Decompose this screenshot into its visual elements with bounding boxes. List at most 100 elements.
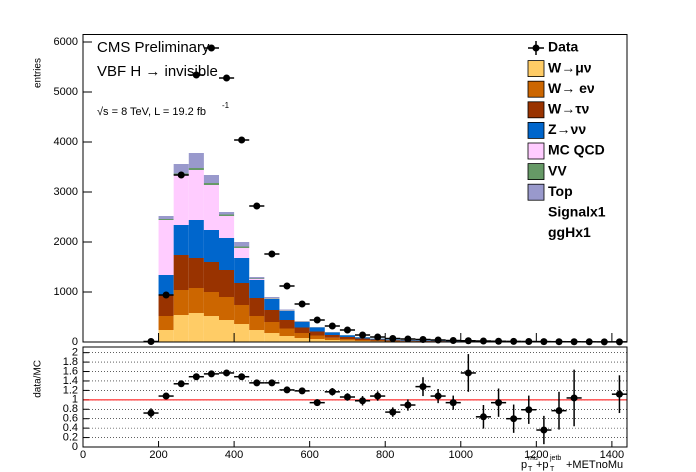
legend-swatch xyxy=(527,163,545,181)
bar-segment xyxy=(203,230,219,262)
legend-label: W→μν xyxy=(548,59,592,75)
bar-segment xyxy=(188,153,204,168)
bar-segment xyxy=(158,219,174,220)
bar-segment xyxy=(203,316,219,342)
ratio-point xyxy=(434,392,442,400)
ratio-point xyxy=(298,387,306,395)
y-tick-label: 5000 xyxy=(54,86,78,98)
ratio-point xyxy=(207,370,215,378)
bar-segment xyxy=(158,316,174,330)
bar-segment xyxy=(264,298,280,299)
bar-segment xyxy=(294,333,310,338)
ratio-point xyxy=(283,386,291,394)
ratio-point xyxy=(268,379,276,387)
data-point xyxy=(298,300,306,308)
bar-segment xyxy=(264,298,280,299)
x-tick-label: 800 xyxy=(376,449,394,461)
data-point xyxy=(464,337,472,345)
ratio-point xyxy=(389,408,397,416)
bar-segment xyxy=(219,214,235,216)
data-point xyxy=(328,322,336,330)
x-tick-label: 1200 xyxy=(524,449,548,461)
x-tick-label: 400 xyxy=(225,449,243,461)
bar-segment xyxy=(234,283,250,305)
y-tick-label: 6000 xyxy=(54,36,78,48)
bar-segment xyxy=(294,322,310,328)
bar-segment xyxy=(279,309,295,311)
data-point xyxy=(555,338,563,346)
legend-swatch xyxy=(527,183,545,201)
ratio-point xyxy=(192,373,200,381)
data-point xyxy=(540,338,548,346)
legend-label: MC QCD xyxy=(548,142,605,158)
ratio-point xyxy=(615,390,623,398)
data-point xyxy=(404,335,412,343)
ratio-y-tick-label: 0.8 xyxy=(63,403,78,415)
bar-segment xyxy=(234,246,250,248)
legend-label: VV xyxy=(548,162,567,178)
bar-segment xyxy=(339,337,355,339)
bar-segment xyxy=(173,175,189,225)
legend-label: Z→νν xyxy=(548,121,586,137)
data-point xyxy=(238,136,246,144)
bar-segment xyxy=(234,305,250,324)
bar-segment xyxy=(188,170,204,220)
ratio-point xyxy=(555,407,563,415)
legend-label: W→ eν xyxy=(548,80,595,96)
ratio-y-tick-label: 1.6 xyxy=(63,365,78,377)
bar-segment xyxy=(219,212,235,215)
x-axis-label: +p xyxy=(536,459,549,471)
x-axis-label: T xyxy=(550,466,555,472)
data-point xyxy=(207,44,215,52)
x-axis-label: p xyxy=(521,459,527,471)
ratio-point xyxy=(525,406,533,414)
bar-segment xyxy=(309,339,325,342)
ratio-point xyxy=(177,380,185,388)
x-tick-label: 600 xyxy=(300,449,318,461)
bar-segment xyxy=(355,338,371,340)
data-point xyxy=(313,316,321,324)
bar-segment xyxy=(173,255,189,290)
data-point xyxy=(479,337,487,345)
bar-segment xyxy=(249,280,265,298)
bar-segment xyxy=(249,330,265,342)
annotation: -1 xyxy=(222,101,230,110)
data-point xyxy=(343,326,351,334)
bar-segment xyxy=(279,336,295,342)
bar-segment xyxy=(264,322,280,333)
bar-segment xyxy=(249,279,265,280)
bar-segment xyxy=(324,337,340,340)
data-point xyxy=(525,338,533,345)
data-point xyxy=(510,337,518,345)
bar-segment xyxy=(264,333,280,342)
bar-segment xyxy=(203,183,219,185)
data-point xyxy=(177,171,185,179)
ratio-point xyxy=(313,399,321,407)
ratio-point xyxy=(570,394,578,402)
data-point xyxy=(615,338,623,346)
ratio-point xyxy=(238,373,246,381)
bar-segment xyxy=(188,168,204,170)
bar-segment xyxy=(219,216,235,238)
bar-segment xyxy=(173,225,189,255)
bar-segment xyxy=(294,321,310,322)
bar-segment xyxy=(339,340,355,342)
ratio-point xyxy=(374,392,382,400)
bar-segment xyxy=(219,320,235,342)
data-point xyxy=(434,336,442,344)
ratio-y-tick-label: 0 xyxy=(72,441,78,453)
ratio-y-tick-label: 0.2 xyxy=(63,431,78,443)
ratio-point xyxy=(359,397,367,405)
ratio-y-tick-label: 0.4 xyxy=(63,422,78,434)
ratio-y-tick-label: 1.4 xyxy=(63,375,78,387)
data-point xyxy=(419,336,427,343)
bar-segment xyxy=(173,315,189,342)
data-point xyxy=(389,335,397,342)
y-tick-label: 1000 xyxy=(54,286,78,298)
legend-label: Top xyxy=(548,183,573,199)
bar-segment xyxy=(188,258,204,288)
data-point xyxy=(192,71,200,79)
bar-segment xyxy=(219,297,235,320)
legend-label: W→τν xyxy=(548,101,589,117)
